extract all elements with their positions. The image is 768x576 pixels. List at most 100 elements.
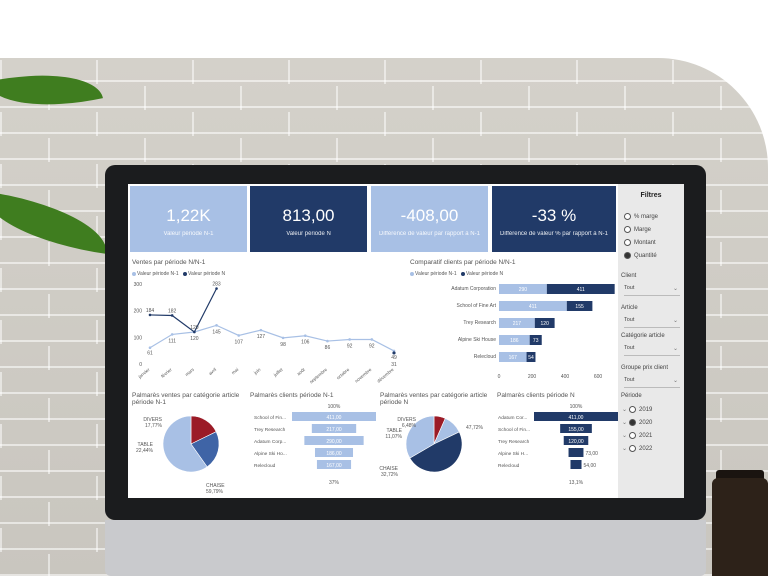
funnel-label: Relecloud — [498, 463, 520, 469]
brick-joint — [672, 60, 674, 84]
pie-label: CHAISE 32,72% — [379, 466, 398, 478]
x-tick-label: décembre — [376, 367, 395, 384]
funnel-bar — [292, 412, 376, 421]
funnel-value: 411,00 — [569, 415, 584, 421]
funnel-label: Adatum Corp... — [254, 439, 286, 445]
filters-title: Filtres — [640, 192, 662, 199]
chevron-icon: ⌄ — [622, 420, 628, 427]
brick-joint — [0, 424, 2, 448]
brick-joint — [0, 528, 2, 552]
brick-joint — [96, 424, 98, 448]
year-label: 2021 — [639, 433, 653, 440]
legend-dot-n1 — [132, 271, 136, 276]
bar-label-n: 73 — [533, 338, 539, 344]
groupe-dropdown[interactable]: Tout ⌄ — [624, 377, 680, 388]
brick-joint — [240, 86, 242, 110]
bar-category-label: School of Fine Art — [457, 303, 497, 309]
pie-label: TABLE 11,07% — [385, 428, 402, 440]
point-n1 — [326, 339, 329, 343]
bar-category-label: Relecloud — [474, 354, 496, 360]
brick-joint — [0, 112, 2, 136]
brick-joint — [96, 268, 98, 292]
x-tick-label: janvier — [137, 367, 152, 380]
funnel-label: Adatum Cor... — [498, 415, 527, 421]
year-2022[interactable]: ⌄ 2022 — [622, 445, 652, 452]
data-label-n: 120 — [190, 325, 199, 331]
chevron-down-icon: ⌄ — [672, 378, 678, 384]
funnel-value: 73,00 — [585, 451, 598, 457]
radio-label: Quantité — [634, 253, 657, 260]
categorie-label: Catégorie article — [621, 333, 665, 339]
y-tick-label: 300 — [134, 282, 143, 288]
bar-label-n: 54 — [528, 355, 534, 361]
groupe-label: Groupe prix client — [621, 365, 669, 371]
radio-icon — [624, 213, 631, 220]
brick-joint — [0, 216, 2, 240]
funnel-value: 155,00 — [568, 427, 584, 433]
funnel-bar — [563, 436, 589, 445]
funnel-top-pct: 100% — [570, 404, 583, 410]
bar-n — [546, 284, 615, 294]
bar-n1 — [499, 284, 547, 294]
brick-joint — [240, 138, 242, 162]
brick-joint — [720, 346, 722, 370]
bar-label-n1: 186 — [510, 338, 519, 344]
brick-joint — [0, 164, 2, 188]
funnel-bar — [311, 424, 357, 433]
point-n — [148, 313, 152, 317]
x-tick-label: juin — [252, 367, 262, 376]
brick-joint — [432, 86, 434, 110]
client-dropdown[interactable]: Tout ⌄ — [624, 285, 680, 296]
data-label-n1: 61 — [147, 351, 153, 357]
radio-quantite[interactable]: Quantité — [624, 252, 657, 259]
funnel-label: Alpine Ski Ho... — [254, 451, 287, 457]
funnel-chart-n: 100% Adatum Cor... 411,00 School of Fin... 1… — [498, 404, 618, 486]
point-n — [215, 287, 218, 290]
brick-joint — [48, 502, 50, 526]
funnel-label: Relecloud — [254, 463, 276, 469]
year-2021[interactable]: ⌄ 2021 — [622, 432, 652, 439]
series-line-n — [149, 288, 218, 333]
bar-label-n1: 167 — [509, 355, 518, 361]
chevron-icon: ⌄ — [622, 433, 628, 440]
brick-joint — [0, 372, 2, 396]
pie-slice — [162, 415, 208, 473]
data-label-n1: 127 — [257, 334, 266, 340]
legend-dot-n — [183, 271, 187, 276]
radio-marge-pct[interactable]: % marge — [624, 213, 658, 220]
brick-joint — [48, 190, 50, 214]
funnel-value: 290,00 — [326, 439, 342, 445]
bar-n1 — [499, 301, 567, 311]
radio-marge[interactable]: Marge — [624, 226, 651, 233]
x-tick-label: 0 — [498, 374, 501, 380]
legend-n1: Valeur période N-1 — [137, 271, 179, 277]
radio-label: % marge — [634, 214, 659, 221]
year-2020[interactable]: ⌄ 2020 — [622, 419, 652, 426]
line-chart-legend: Valeur période N-1 Valeur période N — [132, 271, 225, 277]
radio-icon-selected — [629, 419, 637, 426]
kpi-card-n: 813,00 Valeur période N — [250, 186, 367, 252]
year-2019[interactable]: ⌄ 2019 — [622, 406, 652, 413]
brick-joint — [288, 60, 290, 84]
article-dropdown[interactable]: Tout ⌄ — [624, 317, 680, 328]
line-chart-title: Ventes par période N/N-1 — [132, 259, 206, 266]
chevron-icon: ⌄ — [622, 446, 628, 453]
categorie-dropdown[interactable]: Tout ⌄ — [624, 345, 680, 356]
brick-joint — [672, 112, 674, 136]
brick-joint — [480, 60, 482, 84]
dropdown-value: Tout — [624, 377, 635, 383]
funnel-bar — [570, 460, 582, 469]
x-tick-label: 200 — [528, 374, 537, 380]
data-label-n: 184 — [146, 308, 155, 314]
bar-chart-title: Comparatif clients par période N/N-1 — [410, 259, 516, 266]
funnel-label: Trey Research — [498, 439, 530, 445]
brick-joint — [720, 294, 722, 318]
brick-joint — [48, 398, 50, 422]
bar-label-n: 120 — [541, 321, 550, 327]
legend-dot-n1 — [410, 271, 414, 276]
radio-label: Montant — [634, 240, 656, 247]
brick-joint — [0, 268, 2, 292]
funnel-value: 120,00 — [568, 439, 584, 445]
pie-chart-n1: DIVERS 17,77% TABLE 22,44% CHAISE 59,79% — [136, 415, 225, 495]
radio-montant[interactable]: Montant — [624, 239, 656, 246]
